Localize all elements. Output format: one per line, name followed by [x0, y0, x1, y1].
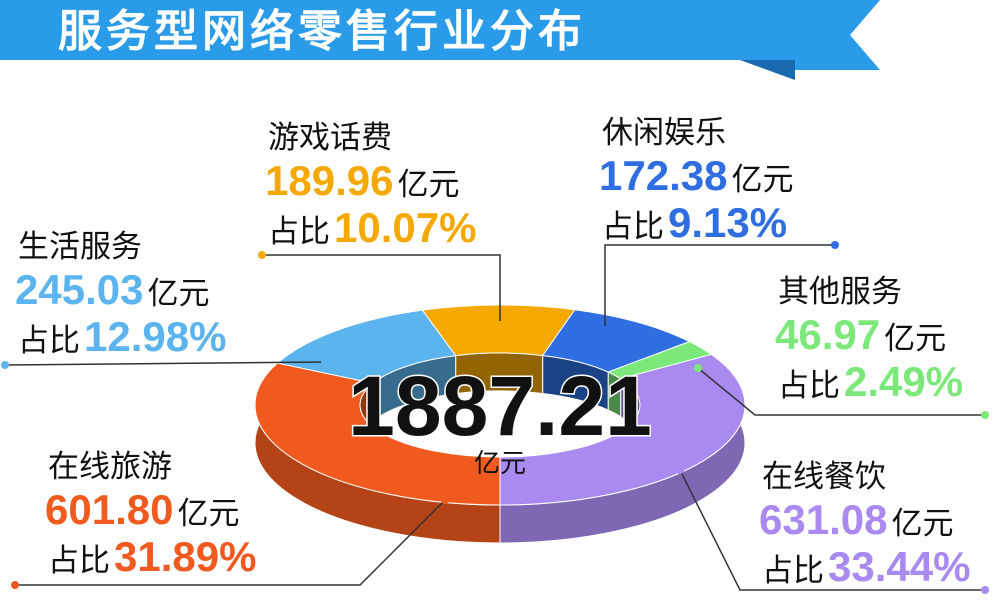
- unit: 亿元: [891, 506, 953, 542]
- slice: [499, 353, 746, 506]
- leader-dot: [981, 411, 989, 419]
- share: 12.98%: [84, 313, 226, 360]
- leader-dot: [11, 581, 19, 589]
- total-unit: 亿元: [474, 449, 526, 479]
- share: 10.07%: [334, 204, 476, 251]
- category-name: 其他服务: [778, 274, 902, 310]
- leader-dot: [601, 326, 609, 334]
- value-label: 631.08 亿元: [759, 496, 953, 543]
- leader-line: [4, 361, 326, 366]
- unit: 亿元: [884, 321, 946, 357]
- value-label: 601.80 亿元: [45, 486, 239, 533]
- value-label: 46.97 亿元: [775, 311, 946, 358]
- leader-dot: [676, 466, 684, 474]
- share: 2.49%: [844, 358, 963, 405]
- banner-fold: [740, 60, 795, 80]
- leader-dot: [694, 364, 702, 372]
- leader-line: [604, 244, 835, 330]
- share: 31.89%: [114, 533, 256, 580]
- value-label: 245.03 亿元: [15, 266, 209, 313]
- banner-tail: [795, 0, 880, 70]
- leader-line: [262, 254, 501, 325]
- unit: 亿元: [147, 276, 209, 312]
- share-prefix: 占比: [778, 368, 840, 404]
- leader-dot: [321, 358, 329, 366]
- category-name: 在线旅游: [48, 449, 172, 485]
- value-label: 189.96 亿元: [265, 157, 459, 204]
- share-prefix: 占比: [602, 209, 664, 245]
- category-name: 在线餐饮: [762, 459, 886, 495]
- share-prefix: 占比: [18, 323, 80, 359]
- unit: 亿元: [731, 162, 793, 198]
- slice: [254, 362, 501, 506]
- value: 245.03: [15, 266, 143, 313]
- value: 172.38: [599, 152, 727, 199]
- leader-line: [679, 469, 985, 591]
- leader-line: [697, 367, 985, 416]
- leader-line: [15, 499, 446, 586]
- share-label: 占比9.13%: [602, 199, 787, 246]
- share-prefix: 占比: [48, 543, 110, 579]
- value: 601.80: [45, 486, 173, 533]
- share-prefix: 占比: [268, 214, 330, 250]
- share-prefix: 占比: [762, 553, 824, 589]
- category-name: 休闲娱乐: [602, 115, 726, 151]
- value: 631.08: [759, 496, 887, 543]
- unit: 亿元: [397, 167, 459, 203]
- leader-dot: [981, 586, 989, 594]
- share: 33.44%: [828, 543, 970, 590]
- share-label: 占比31.89%: [48, 533, 256, 580]
- title: 服务型网络零售行业分布: [58, 6, 586, 57]
- leader-dot: [831, 241, 839, 249]
- leader-dot: [258, 251, 266, 259]
- share-label: 占比12.98%: [18, 313, 226, 360]
- leader-dot: [496, 321, 504, 329]
- category-name: 生活服务: [18, 229, 142, 265]
- value: 189.96: [265, 157, 393, 204]
- title-banner: [0, 0, 795, 60]
- slice: [276, 309, 457, 384]
- leader-dot: [441, 496, 449, 504]
- value: 46.97: [775, 311, 880, 358]
- share-label: 占比2.49%: [778, 358, 963, 405]
- leader-dot: [1, 361, 9, 369]
- category-name: 游戏话费: [268, 120, 392, 156]
- value-label: 172.38 亿元: [599, 152, 793, 199]
- share-label: 占比10.07%: [268, 204, 476, 251]
- total-value: 1887.21: [348, 359, 652, 453]
- share: 9.13%: [668, 199, 787, 246]
- share-label: 占比33.44%: [762, 543, 970, 590]
- unit: 亿元: [177, 496, 239, 532]
